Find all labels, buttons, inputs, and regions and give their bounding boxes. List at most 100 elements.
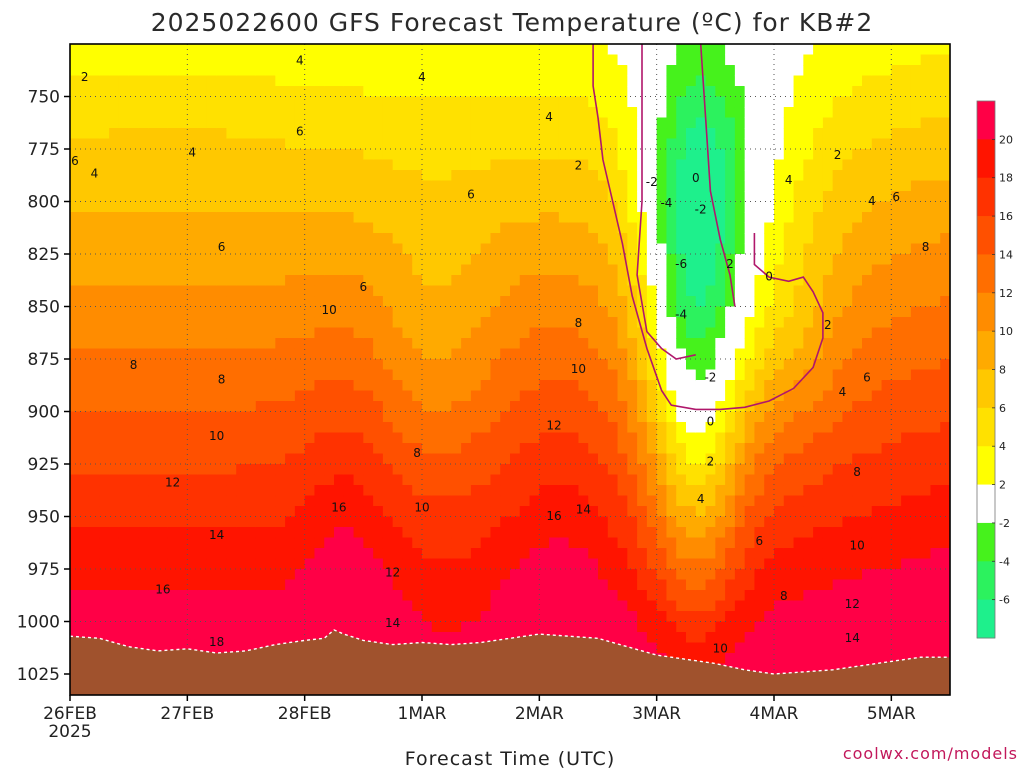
- temperature-cell: [558, 296, 570, 308]
- temperature-cell: [529, 191, 540, 203]
- temperature-cell: [832, 611, 844, 623]
- temperature-cell: [353, 432, 364, 444]
- temperature-cell: [373, 611, 384, 623]
- temperature-cell: [558, 516, 570, 528]
- temperature-cell: [148, 275, 159, 287]
- temperature-cell: [353, 180, 364, 192]
- temperature-cell: [226, 611, 237, 623]
- temperature-cell: [783, 191, 795, 203]
- temperature-cell: [177, 327, 188, 339]
- temperature-cell: [314, 516, 325, 528]
- temperature-cell: [734, 75, 746, 87]
- temperature-cell: [578, 380, 589, 392]
- temperature-cell: [79, 264, 91, 276]
- temperature-cell: [617, 149, 628, 161]
- temperature-cell: [236, 243, 247, 255]
- temperature-cell: [539, 159, 550, 171]
- temperature-cell: [246, 212, 257, 224]
- temperature-cell: [617, 516, 628, 528]
- temperature-cell: [695, 159, 707, 171]
- temperature-cell: [666, 233, 677, 245]
- temperature-cell: [99, 212, 110, 224]
- temperature-cell: [803, 359, 814, 371]
- temperature-cell: [598, 107, 609, 119]
- temperature-cell: [774, 653, 785, 665]
- temperature-cell: [598, 170, 609, 182]
- temperature-cell: [832, 191, 844, 203]
- temperature-cell: [539, 359, 550, 371]
- temperature-cell: [588, 611, 599, 623]
- temperature-cell: [285, 369, 296, 381]
- temperature-cell: [568, 579, 580, 591]
- temperature-cell: [461, 138, 472, 150]
- temperature-cell: [294, 474, 306, 486]
- temperature-cell: [676, 317, 687, 329]
- temperature-cell: [676, 233, 687, 245]
- temperature-cell: [461, 369, 472, 381]
- temperature-cell: [705, 233, 716, 245]
- temperature-cell: [99, 453, 110, 465]
- temperature-cell: [793, 65, 804, 77]
- temperature-cell: [246, 380, 257, 392]
- temperature-cell: [764, 380, 775, 392]
- temperature-cell: [744, 663, 756, 675]
- temperature-cell: [412, 432, 423, 444]
- temperature-cell: [744, 201, 756, 213]
- temperature-cell: [118, 516, 130, 528]
- temperature-cell: [803, 527, 814, 539]
- temperature-cell: [510, 369, 521, 381]
- temperature-cell: [666, 506, 677, 518]
- temperature-cell: [686, 348, 697, 360]
- temperature-cell: [392, 432, 404, 444]
- temperature-cell: [187, 569, 198, 581]
- temperature-cell: [402, 75, 413, 87]
- temperature-cell: [500, 275, 511, 287]
- temperature-cell: [744, 380, 756, 392]
- temperature-cell: [607, 453, 619, 465]
- temperature-cell: [216, 632, 228, 644]
- temperature-cell: [588, 369, 599, 381]
- temperature-cell: [852, 159, 863, 171]
- temperature-cell: [187, 506, 198, 518]
- temperature-cell: [588, 212, 599, 224]
- temperature-cell: [294, 453, 306, 465]
- temperature-cell: [774, 411, 785, 423]
- temperature-cell: [627, 296, 638, 308]
- temperature-cell: [285, 380, 296, 392]
- temperature-cell: [177, 285, 188, 297]
- temperature-cell: [343, 306, 355, 318]
- temperature-cell: [294, 128, 306, 140]
- temperature-cell: [99, 86, 110, 98]
- temperature-cell: [568, 180, 580, 192]
- temperature-cell: [480, 317, 492, 329]
- temperature-cell: [461, 453, 472, 465]
- temperature-cell: [793, 75, 804, 87]
- temperature-cell: [783, 537, 795, 549]
- temperature-cell: [441, 243, 452, 255]
- temperature-cell: [734, 306, 746, 318]
- temperature-cell: [764, 590, 775, 602]
- temperature-cell: [725, 653, 736, 665]
- temperature-cell: [382, 537, 394, 549]
- temperature-cell: [109, 306, 120, 318]
- temperature-cell: [646, 327, 658, 339]
- temperature-cell: [70, 86, 81, 98]
- temperature-cell: [334, 243, 345, 255]
- temperature-cell: [480, 537, 492, 549]
- temperature-cell: [70, 191, 81, 203]
- temperature-cell: [197, 590, 208, 602]
- temperature-cell: [578, 75, 589, 87]
- temperature-cell: [79, 233, 91, 245]
- temperature-cell: [226, 401, 237, 413]
- temperature-cell: [715, 411, 726, 423]
- temperature-cell: [461, 170, 472, 182]
- temperature-cell: [314, 170, 325, 182]
- temperature-cell: [715, 359, 726, 371]
- temperature-cell: [148, 411, 159, 423]
- temperature-cell: [461, 75, 472, 87]
- temperature-cell: [197, 75, 208, 87]
- temperature-cell: [793, 117, 804, 129]
- temperature-cell: [246, 632, 257, 644]
- temperature-cell: [470, 54, 482, 66]
- temperature-cell: [177, 338, 188, 350]
